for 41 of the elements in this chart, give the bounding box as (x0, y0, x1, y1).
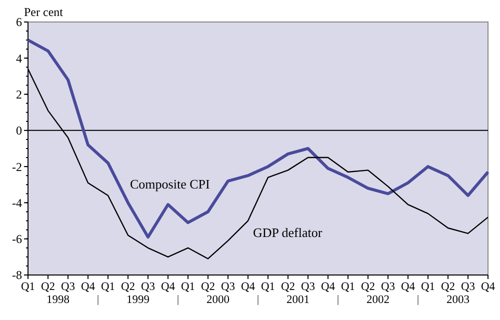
text: 2001 (286, 294, 310, 306)
x-tick-label: Q3 (300, 281, 316, 293)
y-tick-label: 0 (16, 124, 22, 138)
x-tick-label: Q4 (160, 281, 176, 293)
x-tick-label: Q4 (80, 281, 96, 293)
x-tick-label: Q1 (180, 281, 196, 293)
x-tick-label: Q3 (60, 281, 76, 293)
x-tick-label: Q2 (40, 281, 56, 293)
x-tick-label: Q2 (120, 281, 136, 293)
x-tick-label: Q3 (460, 281, 476, 293)
y-tick-label: 4 (16, 51, 22, 66)
y-axis-title: Per cent (24, 5, 64, 19)
x-tick-label: Q3 (380, 281, 396, 293)
y-tick-label: -4 (12, 196, 22, 210)
text: 1998 (46, 294, 70, 306)
x-tick-label: Q2 (440, 281, 456, 293)
x-tick-label: Q4 (480, 281, 496, 293)
x-tick-label: Q1 (20, 281, 36, 293)
y-tick-label: 2 (16, 87, 22, 102)
x-tick-label: Q2 (360, 281, 376, 293)
y-tick-label: -6 (12, 232, 22, 246)
y-tick-label: 6 (16, 15, 22, 30)
x-tick-label: Q4 (240, 281, 256, 293)
x-tick-label: Q2 (200, 281, 216, 293)
y-tick-label: -2 (12, 160, 22, 174)
text: 2000 (206, 294, 230, 306)
series-label: Composite CPI (130, 176, 210, 192)
y-tick-label: -8 (12, 268, 22, 282)
series-label: GDP deflator (253, 225, 323, 240)
x-tick-label: Q1 (260, 281, 276, 293)
x-tick-label: Q3 (220, 281, 236, 293)
text: 1999 (126, 294, 150, 306)
text: 2003 (446, 294, 470, 306)
x-tick-label: Q4 (320, 281, 336, 293)
x-tick-label: Q3 (140, 281, 156, 293)
x-tick-label: Q1 (100, 281, 116, 293)
text: 2002 (366, 294, 390, 306)
x-tick-label: Q1 (340, 281, 356, 293)
x-tick-label: Q2 (280, 281, 296, 293)
x-tick-label: Q4 (400, 281, 416, 293)
x-tick-label: Q1 (420, 281, 436, 293)
